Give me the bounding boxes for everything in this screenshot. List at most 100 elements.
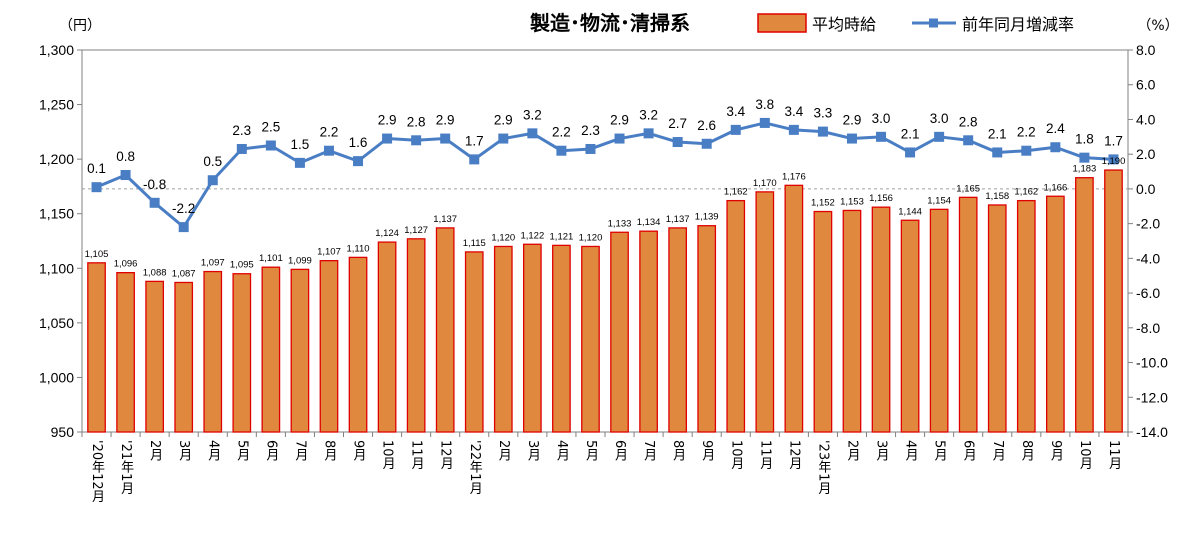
right-axis-tick-label: 2.0 [1136, 146, 1156, 162]
bar [319, 259, 339, 433]
left-axis-tick-label: 950 [51, 424, 75, 440]
x-axis-category-label: 12月 [786, 440, 802, 471]
line-data-label: -0.8 [143, 177, 166, 192]
x-axis-category-label: 4月 [903, 440, 919, 463]
line-marker [701, 138, 712, 149]
bar [581, 245, 600, 433]
bar-series [87, 169, 1123, 433]
x-axis-category-label: 5月 [932, 440, 948, 463]
line-data-label: 2.8 [407, 114, 426, 129]
line-data-label: 1.5 [291, 137, 310, 152]
bar-data-label: 1,137 [666, 214, 690, 225]
bar-data-label: 1,133 [608, 218, 632, 229]
bar [755, 191, 775, 433]
x-axis-category-label: 9月 [351, 440, 367, 463]
line-data-label: 2.9 [378, 113, 397, 128]
line-marker [207, 175, 218, 186]
bar [290, 268, 310, 433]
legend: 平均時給 前年同月増減率 [757, 13, 1074, 34]
right-axis-tick-label: -8.0 [1136, 320, 1160, 336]
x-axis-category-label: 11月 [757, 440, 773, 471]
bar [1104, 169, 1123, 433]
left-axis-tick-label: 1,150 [39, 206, 74, 222]
bar [464, 251, 484, 433]
bar-data-label: 1,095 [230, 260, 254, 271]
bar [348, 256, 368, 433]
line-data-label: 2.5 [261, 120, 280, 135]
line-marker [585, 143, 596, 154]
line-marker [1021, 145, 1032, 156]
line-data-label: 2.6 [697, 118, 716, 133]
bar-data-label: 1,153 [840, 196, 864, 207]
line-data-label: 2.8 [959, 114, 978, 129]
line-data-label: -2.2 [172, 201, 195, 216]
x-axis-category-label: 3月 [874, 440, 890, 463]
line-marker [323, 145, 334, 156]
right-axis-tick-label: -14.0 [1136, 424, 1168, 440]
left-axis-tick-label: 1,200 [39, 151, 74, 167]
bar-data-label: 1,088 [143, 267, 167, 278]
bar-data-label: 1,162 [1014, 187, 1038, 198]
line-data-label: 3.8 [755, 97, 774, 112]
right-axis-tick-label: -2.0 [1136, 216, 1160, 232]
bar [116, 272, 135, 433]
line-marker [992, 147, 1003, 158]
line-data-label: 2.2 [1017, 125, 1036, 140]
left-axis-tick-label: 1,050 [39, 315, 74, 331]
line-data-label: 3.0 [872, 111, 891, 126]
bar [406, 238, 426, 433]
x-axis-category-label: 5月 [583, 440, 599, 463]
x-axis-category-label: 12月 [438, 440, 454, 471]
line-marker [236, 143, 247, 154]
line-marker [527, 128, 538, 139]
left-axis-tick-label: 1,300 [39, 42, 74, 58]
bar-data-label: 1,152 [811, 198, 835, 209]
bar [842, 209, 862, 433]
bar-data-label: 1,115 [463, 238, 486, 249]
right-axis-tick-label: -6.0 [1136, 285, 1160, 301]
line-data-label: 2.9 [843, 113, 862, 128]
bar [522, 243, 542, 433]
bar [174, 281, 194, 433]
bar-data-label: 1,137 [433, 214, 457, 225]
bar [668, 227, 688, 433]
bar [639, 230, 658, 433]
bar-data-label: 1,101 [259, 253, 283, 264]
bar [610, 231, 629, 433]
bar-data-label: 1,087 [172, 268, 196, 279]
line-data-label: 2.3 [232, 123, 251, 138]
line-data-label: 0.8 [116, 149, 135, 164]
bar [784, 184, 804, 433]
bar-data-label: 1,121 [550, 231, 574, 242]
bar-data-label: 1,162 [724, 187, 748, 198]
line-marker [440, 133, 451, 144]
line-marker [382, 133, 393, 144]
bar [261, 266, 281, 433]
bar-data-label: 1,144 [898, 206, 922, 217]
bar-data-label: 1,190 [1102, 156, 1126, 167]
line-data-label: 1.8 [1075, 132, 1094, 147]
bar-data-label: 1,139 [695, 212, 719, 223]
legend-bar-label: 平均時給 [812, 15, 876, 34]
bar [697, 225, 717, 433]
x-axis-category-label: 9月 [1048, 440, 1064, 463]
line-marker [498, 133, 509, 144]
line-marker [788, 124, 799, 135]
legend-line-marker [929, 18, 938, 28]
bar-data-label: 1,124 [375, 228, 399, 239]
line-data-label: 3.3 [814, 106, 833, 121]
x-axis-category-label: 10月 [380, 440, 396, 471]
bar [1045, 195, 1065, 433]
bar-data-label: 1,096 [114, 259, 138, 270]
line-marker [120, 170, 131, 181]
left-axis-tick-label: 1,000 [39, 369, 74, 385]
x-axis-category-label: 10月 [1077, 440, 1093, 471]
bar-data-label: 1,107 [317, 247, 341, 258]
x-axis-category-label: 10月 [728, 440, 744, 471]
line-data-label: 0.1 [87, 161, 106, 176]
x-axis-category-label: 3月 [176, 440, 192, 463]
x-axis-category-label: 5月 [234, 440, 250, 463]
x-axis-category-label: 7月 [292, 440, 308, 463]
bar [87, 262, 106, 433]
